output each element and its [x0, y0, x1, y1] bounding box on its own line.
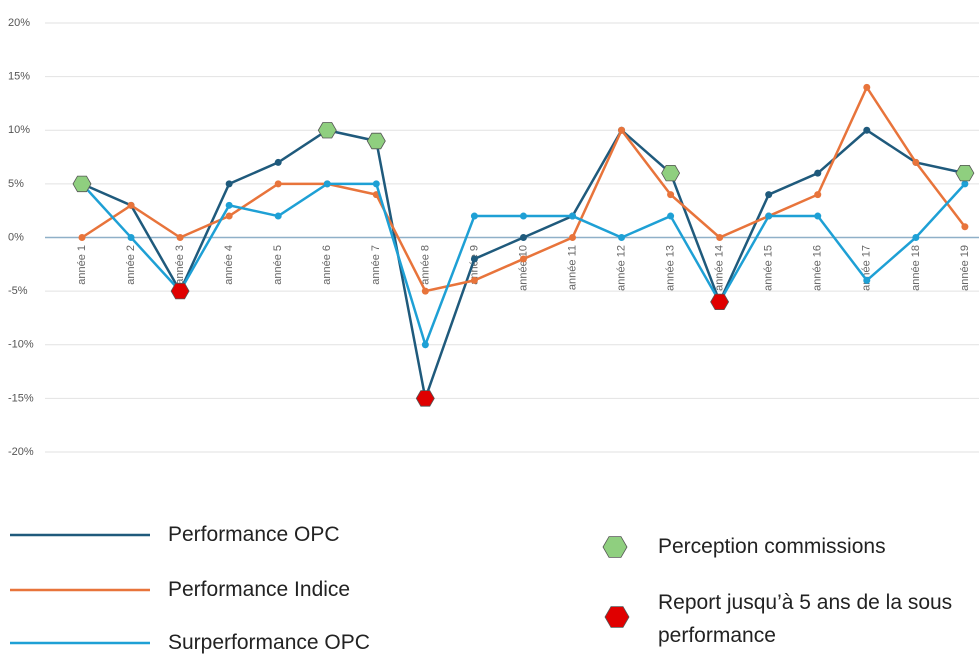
legend-label: Performance Indice: [168, 578, 351, 601]
point: [127, 201, 135, 209]
x-tick-label: année 18: [910, 245, 922, 291]
marker: [317, 122, 337, 139]
point: [716, 234, 724, 241]
x-tick-label: année 9: [468, 245, 480, 285]
point: [912, 158, 920, 166]
point: [323, 180, 331, 188]
point: [372, 180, 380, 188]
point: [274, 180, 282, 188]
x-tick-label: année 19: [959, 245, 971, 291]
point: [667, 191, 675, 199]
legend-label: Performance OPC: [168, 523, 340, 546]
marker: [366, 132, 386, 150]
marker: [415, 390, 435, 407]
point: [569, 234, 576, 241]
point: [814, 169, 822, 177]
x-tick-label: année 2: [125, 245, 137, 285]
point: [863, 126, 871, 134]
x-tick-label: année 1: [76, 245, 88, 285]
point: [225, 180, 233, 188]
point: [176, 234, 184, 241]
x-tick-label: année 3: [174, 245, 186, 285]
y-tick-label: 10%: [8, 124, 30, 136]
point: [421, 341, 429, 349]
y-tick-label: -10%: [8, 339, 34, 351]
x-tick-label: année 17: [861, 245, 873, 291]
y-tick-label: 0%: [8, 231, 24, 243]
legend-label: Surperformance OPC: [168, 631, 370, 654]
point: [274, 212, 282, 220]
legend-marker: [602, 536, 628, 558]
x-tick-label: année 14: [714, 245, 726, 291]
marker: [955, 164, 975, 182]
point: [667, 212, 675, 220]
x-tick-label: année 16: [812, 245, 824, 291]
point: [618, 126, 626, 134]
point: [127, 234, 135, 241]
legend-label: Report jusqu’à 5 ans de la sous performa…: [658, 591, 953, 647]
point: [421, 287, 429, 295]
y-tick-label: -20%: [8, 446, 34, 458]
marker: [661, 164, 681, 182]
point: [765, 191, 773, 199]
point: [470, 212, 478, 220]
point: [78, 234, 86, 241]
y-tick-label: -5%: [8, 285, 28, 297]
x-tick-label: année 12: [615, 245, 627, 291]
point: [814, 212, 822, 220]
marker: [710, 293, 730, 311]
point: [470, 276, 478, 284]
point: [225, 212, 233, 220]
x-tick-label: année 13: [665, 245, 677, 291]
point: [274, 158, 282, 166]
point: [519, 255, 527, 263]
y-tick-label: 15%: [8, 71, 30, 83]
legend-label: Perception commissions: [658, 535, 886, 558]
point: [863, 276, 871, 284]
x-tick-label: année 6: [321, 245, 333, 285]
point: [961, 180, 969, 188]
point: [470, 255, 478, 263]
y-tick-label: 20%: [8, 17, 30, 29]
marker: [170, 282, 190, 300]
y-tick-label: -15%: [8, 392, 34, 404]
point: [863, 83, 871, 91]
point: [814, 191, 822, 199]
point: [618, 234, 626, 241]
x-tick-label: année 7: [370, 245, 382, 285]
x-tick-label: année 5: [272, 245, 284, 285]
x-tick-label: année 11: [566, 245, 578, 290]
marker: [72, 175, 92, 193]
point: [519, 234, 527, 241]
point: [569, 212, 576, 220]
point: [519, 212, 527, 220]
x-tick-label: année 15: [763, 245, 775, 291]
x-tick-label: année 4: [223, 245, 235, 285]
point: [912, 234, 920, 241]
point: [225, 201, 233, 209]
y-tick-label: 5%: [8, 178, 24, 190]
legend-marker: [604, 606, 630, 628]
x-tick-label: année 8: [419, 245, 431, 285]
point: [765, 212, 773, 220]
point: [961, 223, 969, 231]
x-tick-label: année 10: [517, 245, 529, 291]
